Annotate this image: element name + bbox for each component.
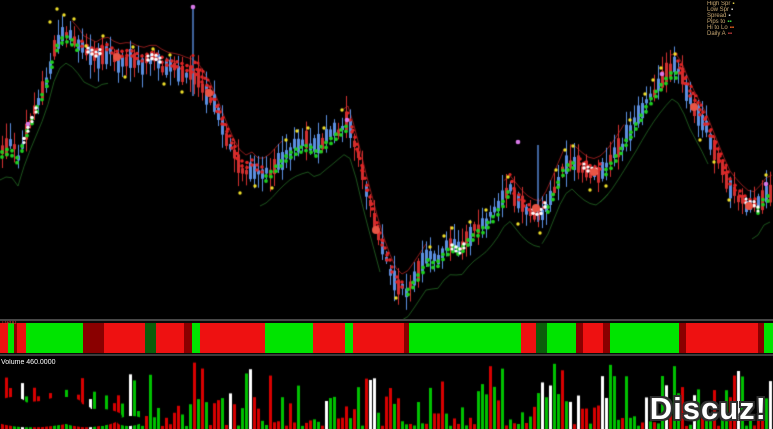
info-line: Hi to Lo ▪▪ [707, 25, 734, 31]
info-line: Pips to ▪▪ [707, 19, 732, 25]
trend-ribbon-segment [265, 323, 313, 353]
trend-ribbon-segment [679, 323, 686, 353]
trend-ribbon-segment [26, 323, 83, 353]
trend-ribbon-segment [345, 323, 353, 353]
trend-ribbon-segment [583, 323, 603, 353]
trend-ribbon-segment [0, 323, 8, 353]
spread-info-panel: High Spr ▪ Low Spr ▪ Spread ▪ Pips to ▪▪ Hi … [707, 1, 773, 37]
trend-ribbon-segment [521, 323, 536, 353]
trend-ribbon-segment [200, 323, 265, 353]
trend-ribbon-segment [192, 323, 200, 353]
trend-ribbon-segment [17, 323, 26, 353]
trend-ribbon-segment [184, 323, 192, 353]
trend-ribbon-panel: Trend [0, 319, 773, 354]
trend-ribbon-segment [536, 323, 547, 353]
volume-histogram-canvas[interactable] [0, 358, 773, 429]
volume-panel: Volume 460.0000 Discuz! [0, 354, 773, 429]
trend-ribbon-segment [8, 323, 14, 353]
trend-ribbon-segment [610, 323, 679, 353]
volume-label: Volume 460.0000 [1, 359, 56, 366]
trend-ribbon-segment [145, 323, 156, 353]
trend-ribbon-segment [764, 323, 773, 353]
price-chart-panel: High Spr ▪ Low Spr ▪ Spread ▪ Pips to ▪▪ Hi … [0, 0, 773, 319]
info-line: High Spr ▪ [707, 1, 735, 7]
trend-ribbon-segment [409, 323, 521, 353]
trend-ribbon-segment [576, 323, 583, 353]
trend-ribbon-segment [83, 323, 104, 353]
trend-ribbon-segment [313, 323, 345, 353]
trend-ribbon-segment [758, 323, 764, 353]
trend-ribbon-segment [686, 323, 758, 353]
trend-ribbon-segment [104, 323, 145, 353]
trend-ribbon-segment [547, 323, 576, 353]
trend-ribbon-bars[interactable] [0, 323, 773, 353]
trend-ribbon-segment [603, 323, 610, 353]
trend-ribbon-segment [404, 323, 409, 353]
info-line: Low Spr ▪ [707, 7, 734, 13]
trend-ribbon-segment [156, 323, 184, 353]
discuz-watermark: Discuz! [649, 391, 767, 426]
ribbon-indicator-label: Trend [1, 320, 17, 326]
trend-ribbon-segment [14, 323, 17, 353]
info-line: Spread ▪ [707, 13, 731, 19]
info-line: Daily A ▪▪ [707, 31, 732, 37]
trend-ribbon-segment [353, 323, 404, 353]
price-chart-canvas[interactable] [0, 0, 773, 319]
